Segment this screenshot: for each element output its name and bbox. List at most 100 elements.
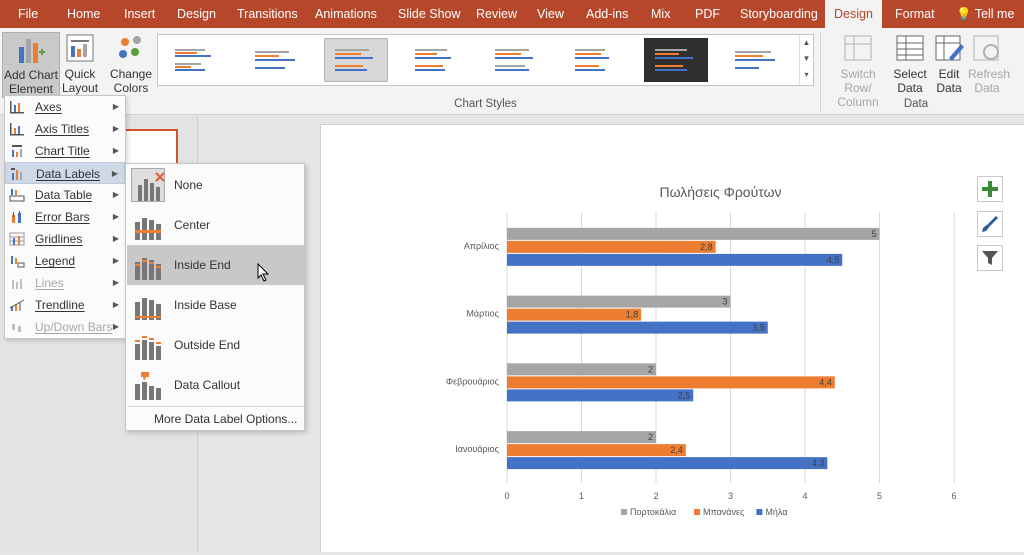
menu-item-error-bars-label: Error Bars xyxy=(35,210,90,224)
tab-transitions[interactable]: Transitions xyxy=(237,7,298,21)
tab-mix[interactable]: Mix xyxy=(651,7,671,21)
submenu-arrow-icon: ▶ xyxy=(112,256,119,265)
chart-style-3[interactable] xyxy=(324,38,388,82)
data-labels-center[interactable]: Center xyxy=(127,205,304,245)
chart-styles-gallery[interactable]: ▲ ▼ ▾ xyxy=(157,34,814,86)
switch-row-column-button[interactable]: Switch Row/ Column xyxy=(826,32,890,109)
chart-style-1[interactable] xyxy=(164,38,228,82)
tab-design[interactable]: Design xyxy=(177,7,216,21)
tab-home[interactable]: Home xyxy=(67,7,101,21)
data-labels-none[interactable]: None xyxy=(127,165,304,205)
menu-item-chart-title-label: Chart Title xyxy=(35,144,90,158)
refresh-data-button[interactable]: Refresh Data xyxy=(968,32,1011,95)
menu-item-data-labels[interactable]: Data Labels ▶ xyxy=(5,162,125,184)
data-labels-inside-end[interactable]: Inside End xyxy=(127,245,304,285)
submenu-arrow-icon: ▶ xyxy=(112,146,119,155)
data-labels-callout-icon xyxy=(135,372,161,400)
menu-item-lines-label: Lines xyxy=(35,276,64,290)
data-label: 1,8 xyxy=(626,310,639,320)
chart-style-2[interactable] xyxy=(244,38,308,82)
gallery-scroll[interactable]: ▲ ▼ ▾ xyxy=(799,35,813,85)
add-chart-element-menu: Axes ▶ Axis Titles ▶ Chart Title ▶ Data Lab… xyxy=(4,95,126,339)
menu-item-up-down-bars-label: Up/Down Bars xyxy=(35,320,113,334)
data-labels-outside-end-icon xyxy=(135,336,161,360)
menu-item-gridlines[interactable]: Gridlines ▶ xyxy=(5,228,125,250)
x-tick-label: 3 xyxy=(728,491,733,501)
legend-swatch xyxy=(756,509,763,515)
tab-animations[interactable]: Animations xyxy=(315,7,377,21)
menu-item-lines[interactable]: Lines ▶ xyxy=(5,272,125,294)
bar xyxy=(507,295,731,308)
tab-chart-design[interactable]: Design xyxy=(825,0,882,28)
submenu-arrow-icon: ▶ xyxy=(112,234,119,243)
tab-storyboarding[interactable]: Storyboarding xyxy=(740,7,818,21)
tab-pdf[interactable]: PDF xyxy=(695,7,720,21)
data-table-icon xyxy=(9,189,25,202)
menu-item-axis-titles[interactable]: Axis Titles ▶ xyxy=(5,118,125,140)
data-labels-inside-base-icon xyxy=(135,298,161,320)
menu-item-data-table-label: Data Table xyxy=(35,188,93,202)
menu-item-data-table[interactable]: Data Table ▶ xyxy=(5,184,125,206)
gallery-up-icon[interactable]: ▲ xyxy=(802,38,811,47)
menu-item-axes[interactable]: Axes ▶ xyxy=(5,96,125,118)
gallery-more-icon[interactable]: ▾ xyxy=(804,70,809,79)
menu-item-up-down-bars[interactable]: Up/Down Bars ▶ xyxy=(5,316,125,338)
refresh-data-label: Refresh Data xyxy=(968,67,1011,95)
select-data-label: Select Data xyxy=(893,67,927,95)
submenu-arrow-icon: ▶ xyxy=(112,278,119,287)
switch-row-column-label: Switch Row/ Column xyxy=(837,67,879,109)
tab-format[interactable]: Format xyxy=(895,7,935,21)
axes-icon xyxy=(10,101,24,114)
chart-style-5[interactable] xyxy=(484,38,548,82)
select-data-button[interactable]: Select Data xyxy=(892,32,928,95)
axis-titles-icon xyxy=(10,123,24,136)
data-labels-callout[interactable]: Data Callout xyxy=(127,365,304,405)
data-label: 4,5 xyxy=(827,255,840,265)
tab-review[interactable]: Review xyxy=(476,7,517,21)
menu-item-error-bars[interactable]: Error Bars ▶ xyxy=(5,206,125,228)
more-data-label-options[interactable]: More Data Label Options... xyxy=(154,412,298,426)
change-colors-button[interactable]: Change Colors xyxy=(108,32,154,95)
menu-item-trendline-label: Trendline xyxy=(35,298,85,312)
legend-swatch xyxy=(621,509,627,515)
tab-file[interactable]: File xyxy=(18,7,39,21)
chart-style-6[interactable] xyxy=(564,38,628,82)
select-data-icon xyxy=(894,32,926,64)
chart-style-4[interactable] xyxy=(404,38,468,82)
data-labels-callout-label: Data Callout xyxy=(174,378,241,392)
chart-filters-button[interactable] xyxy=(977,245,1003,271)
chart-style-7[interactable] xyxy=(644,38,708,82)
tab-insert[interactable]: Insert xyxy=(124,7,156,21)
data-labels-outside-end[interactable]: Outside End xyxy=(127,325,304,365)
add-chart-element-icon xyxy=(15,33,47,65)
chart[interactable]: Πωλήσεις Φρούτων 0 1 2 3 4 5 6 Ιανουάριος 2 2,4 4,3… xyxy=(321,125,1024,552)
submenu-separator xyxy=(127,406,304,407)
bar xyxy=(507,227,880,240)
submenu-arrow-icon: ▶ xyxy=(112,212,119,221)
tab-view[interactable]: View xyxy=(537,7,564,21)
menu-item-chart-title[interactable]: Chart Title ▶ xyxy=(5,140,125,162)
tab-slide-show[interactable]: Slide Show xyxy=(398,7,461,21)
submenu-arrow-icon: ▶ xyxy=(112,124,119,133)
tell-me-label: Tell me xyxy=(974,7,1015,21)
chart-style-8[interactable] xyxy=(724,38,788,82)
menu-item-legend[interactable]: Legend ▶ xyxy=(5,250,125,272)
menu-item-trendline[interactable]: Trendline ▶ xyxy=(5,294,125,316)
chart-styles-button[interactable] xyxy=(977,211,1003,237)
chart-elements-button[interactable] xyxy=(977,176,1003,202)
data-labels-inside-base[interactable]: Inside Base xyxy=(127,285,304,325)
edit-data-button[interactable]: Edit Data xyxy=(930,32,968,95)
add-chart-element-button[interactable]: Add Chart Element xyxy=(2,32,60,98)
edit-data-label: Edit Data xyxy=(936,67,962,95)
tab-add-ins[interactable]: Add-ins xyxy=(586,7,629,21)
legend-label: Μπανάνες xyxy=(703,507,745,517)
lightbulb-icon: 💡 xyxy=(956,7,972,21)
data-labels-center-icon xyxy=(135,218,161,240)
tell-me[interactable]: 💡 Tell me xyxy=(956,0,1014,28)
x-tick-label: 1 xyxy=(579,491,584,501)
chart-styles-group-label: Chart Styles xyxy=(454,98,517,110)
gallery-down-icon[interactable]: ▼ xyxy=(802,54,811,63)
submenu-arrow-icon: ▶ xyxy=(112,300,119,309)
quick-layout-button[interactable]: Quick Layout xyxy=(62,32,98,95)
legend-swatch xyxy=(694,509,700,515)
